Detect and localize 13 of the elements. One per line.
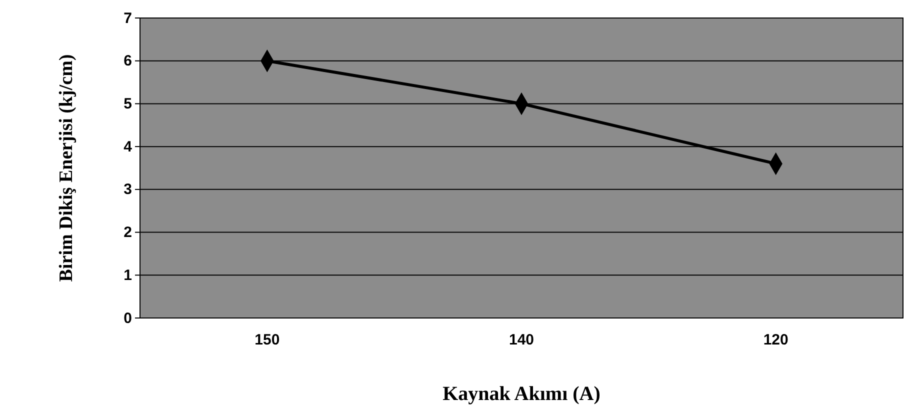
y-tick-label: 4: [124, 138, 133, 156]
y-tick-label: 1: [124, 266, 132, 284]
y-tick-label: 3: [124, 181, 132, 198]
y-tick-label: 0: [124, 310, 132, 327]
x-tick-label: 150: [254, 332, 280, 349]
y-axis-title: Birim Dikiş Enerjisi (kj/cm): [56, 54, 77, 282]
x-axis-title: Kaynak Akımı (A): [442, 383, 600, 405]
y-tick-label: 7: [124, 10, 132, 27]
y-tick-label: 5: [124, 96, 132, 113]
x-tick-label: 140: [508, 332, 534, 349]
x-tick-label: 120: [763, 332, 788, 349]
y-tick-label: 6: [124, 52, 132, 70]
y-tick-label: 2: [124, 224, 132, 242]
